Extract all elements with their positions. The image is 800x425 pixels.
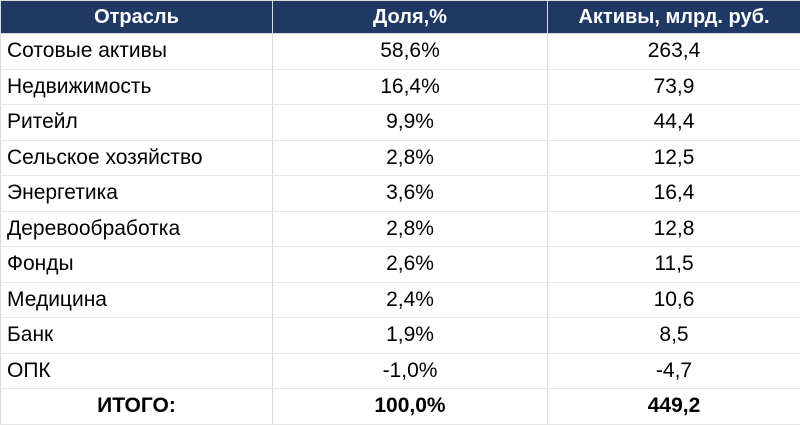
cell-assets: -4,7 [547, 353, 800, 389]
cell-assets: 263,4 [547, 33, 800, 70]
total-row: ИТОГО: 100,0% 449,2 [0, 388, 800, 425]
header-assets: Активы, млрд. руб. [547, 0, 800, 34]
cell-sector: Энергетика [0, 175, 273, 212]
cell-sector: Банк [0, 317, 273, 354]
cell-share: 58,6% [272, 33, 548, 70]
cell-share: 1,9% [272, 317, 548, 354]
cell-share: 9,9% [272, 104, 548, 141]
table-row: Энергетика 3,6% 16,4 [0, 175, 800, 212]
table-row: Деревообработка 2,8% 12,8 [0, 211, 800, 247]
cell-sector: Медицина [0, 282, 273, 318]
table-body: Сотовые активы 58,6% 263,4 Недвижимость 16,4… [0, 33, 800, 389]
cell-sector: Деревообработка [0, 211, 273, 247]
cell-assets: 8,5 [547, 317, 800, 354]
cell-share: 3,6% [272, 175, 548, 212]
cell-assets: 44,4 [547, 104, 800, 141]
header-sector: Отрасль [0, 0, 273, 34]
cell-share: 2,8% [272, 140, 548, 176]
cell-share: 2,6% [272, 246, 548, 283]
cell-assets: 12,5 [547, 140, 800, 176]
cell-assets: 16,4 [547, 175, 800, 212]
cell-sector: ОПК [0, 353, 273, 389]
table-row: Ритейл 9,9% 44,4 [0, 104, 800, 141]
cell-assets: 73,9 [547, 69, 800, 105]
cell-assets: 11,5 [547, 246, 800, 283]
cell-share: 2,8% [272, 211, 548, 247]
table-row: Сельское хозяйство 2,8% 12,5 [0, 140, 800, 176]
table-row: Банк 1,9% 8,5 [0, 317, 800, 354]
total-share: 100,0% [272, 388, 548, 425]
total-label: ИТОГО: [0, 388, 273, 425]
cell-sector: Сотовые активы [0, 33, 273, 70]
cell-assets: 12,8 [547, 211, 800, 247]
table-row: Сотовые активы 58,6% 263,4 [0, 33, 800, 70]
cell-sector: Недвижимость [0, 69, 273, 105]
table-row: Недвижимость 16,4% 73,9 [0, 69, 800, 105]
table-row: Медицина 2,4% 10,6 [0, 282, 800, 318]
header-share: Доля,% [272, 0, 548, 34]
table-header-row: Отрасль Доля,% Активы, млрд. руб. [0, 0, 800, 34]
total-assets: 449,2 [547, 388, 800, 425]
cell-share: 2,4% [272, 282, 548, 318]
cell-sector: Фонды [0, 246, 273, 283]
cell-assets: 10,6 [547, 282, 800, 318]
cell-sector: Ритейл [0, 104, 273, 141]
cell-share: 16,4% [272, 69, 548, 105]
cell-sector: Сельское хозяйство [0, 140, 273, 176]
cell-share: -1,0% [272, 353, 548, 389]
table-row: Фонды 2,6% 11,5 [0, 246, 800, 283]
table-row: ОПК -1,0% -4,7 [0, 353, 800, 389]
